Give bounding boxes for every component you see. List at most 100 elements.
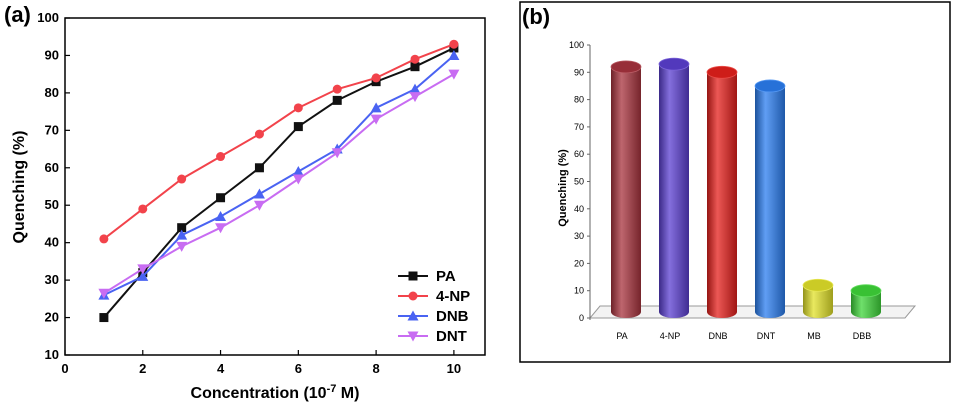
data-point-dnt xyxy=(176,241,188,252)
bar-dnt xyxy=(754,79,786,318)
y-tick-label: 70 xyxy=(574,122,584,132)
bar-dnb xyxy=(706,65,738,318)
y-axis-ticks-b: 0 10 20 30 40 50 60 70 80 90 100 xyxy=(569,40,590,323)
legend-marker xyxy=(407,310,419,321)
y-tick-label: 80 xyxy=(574,95,584,105)
data-point-dnb xyxy=(253,188,265,199)
x-axis-title-a: Concentration (10-7 M) xyxy=(191,383,360,402)
legend-label: PA xyxy=(436,268,456,285)
bar-body xyxy=(659,64,689,318)
x-tick-label: 6 xyxy=(295,361,302,376)
y-tick-label: 10 xyxy=(574,286,584,296)
data-point-4-np xyxy=(216,152,226,162)
bar-top-cap xyxy=(706,65,738,79)
series-line-4-np xyxy=(103,43,455,240)
data-point-dnb xyxy=(215,210,227,221)
category-label: DNB xyxy=(708,331,727,341)
x-axis-ticks-a: 0 2 4 6 8 10 xyxy=(61,350,461,376)
legend-item-dnt: DNT xyxy=(398,328,467,345)
data-point-4-np xyxy=(410,54,420,64)
category-labels-b: PA 4-NP DNB DNT MB DBB xyxy=(616,331,871,341)
y-tick-label: 0 xyxy=(579,313,584,323)
data-point-dnt xyxy=(137,264,149,275)
data-point-dnb xyxy=(137,270,149,281)
data-point-4-np xyxy=(99,234,109,244)
legend-marker xyxy=(408,291,418,301)
legend-marker xyxy=(407,331,419,342)
series-4-np xyxy=(99,39,459,244)
series-dnb xyxy=(98,49,460,300)
data-point-dnt xyxy=(448,69,460,80)
data-point-dnb xyxy=(176,229,188,240)
data-point-dnt xyxy=(253,200,265,211)
data-point-4-np xyxy=(332,84,342,94)
bar-pa xyxy=(610,60,642,318)
series-line-dnt xyxy=(103,73,455,295)
data-point-dnt xyxy=(370,114,382,125)
panel-b-bar-chart: (b) 0 10 20 30 40 50 60 70 80 90 100 PA 4-NP DNB DNT M… xyxy=(519,1,951,363)
series-dnt xyxy=(98,69,460,299)
data-point-dnt xyxy=(292,174,304,185)
y-tick-label: 60 xyxy=(574,149,584,159)
legend-item-pa: PA xyxy=(398,268,456,285)
data-point-pa xyxy=(99,313,109,323)
y-tick-label: 40 xyxy=(574,204,584,214)
bar-body xyxy=(755,85,785,318)
x-tick-label: 0 xyxy=(61,361,68,376)
bar-top-cap xyxy=(658,57,690,71)
y-tick-label: 10 xyxy=(45,347,59,362)
y-tick-label: 50 xyxy=(45,197,59,212)
y-tick-label: 20 xyxy=(574,258,584,268)
category-label: 4-NP xyxy=(660,331,681,341)
bar-top-cap xyxy=(610,60,642,74)
y-tick-label: 70 xyxy=(45,122,59,137)
bar-series-group xyxy=(610,57,882,318)
y-tick-label: 90 xyxy=(574,67,584,77)
y-axis-title-a: Quenching (%) xyxy=(11,131,28,244)
legend-label: DNB xyxy=(436,308,469,325)
line-series-group xyxy=(98,39,460,323)
legend-a: PA 4-NP DNB DNT xyxy=(398,268,470,345)
bar-dbb xyxy=(850,284,882,318)
legend-item-dnb: DNB xyxy=(398,308,469,325)
bar-body xyxy=(803,285,833,318)
legend-label: DNT xyxy=(436,328,467,345)
bar-body xyxy=(851,290,881,318)
x-tick-label: 2 xyxy=(139,361,146,376)
y-tick-label: 20 xyxy=(45,310,59,325)
bar-mb xyxy=(802,278,834,318)
series-line-dnb xyxy=(103,54,455,296)
y-tick-label: 60 xyxy=(45,160,59,175)
y-axis-ticks-a: 10 20 30 40 50 60 70 80 90 100 xyxy=(37,10,70,362)
category-label: PA xyxy=(616,331,627,341)
panel-b-frame xyxy=(519,1,951,363)
y-tick-label: 40 xyxy=(45,235,59,250)
data-point-4-np xyxy=(449,39,459,49)
data-point-pa xyxy=(216,193,226,203)
y-tick-label: 50 xyxy=(574,177,584,187)
y-tick-label: 100 xyxy=(37,10,59,25)
data-point-4-np xyxy=(177,174,187,184)
bar-body xyxy=(611,66,641,318)
bar-top-cap xyxy=(850,284,882,298)
y-tick-label: 90 xyxy=(45,47,59,62)
data-point-4-np xyxy=(293,103,303,113)
y-axis-title-b: Quenching (%) xyxy=(557,149,569,227)
panel-b-label: (b) xyxy=(522,4,550,29)
bar-top-cap xyxy=(802,278,834,292)
x-tick-label: 4 xyxy=(217,361,225,376)
plot-frame-a xyxy=(64,17,486,356)
y-tick-label: 100 xyxy=(569,40,584,50)
data-point-pa xyxy=(254,163,264,173)
data-point-dnt xyxy=(215,223,227,234)
y-tick-label: 30 xyxy=(574,231,584,241)
data-point-dnb xyxy=(370,102,382,113)
data-point-dnb xyxy=(448,49,460,60)
data-point-pa xyxy=(177,223,187,233)
data-point-4-np xyxy=(254,129,264,139)
legend-marker xyxy=(408,271,418,281)
legend-item-4-np: 4-NP xyxy=(398,288,470,305)
data-point-dnb xyxy=(292,166,304,177)
data-point-dnt xyxy=(98,288,110,299)
